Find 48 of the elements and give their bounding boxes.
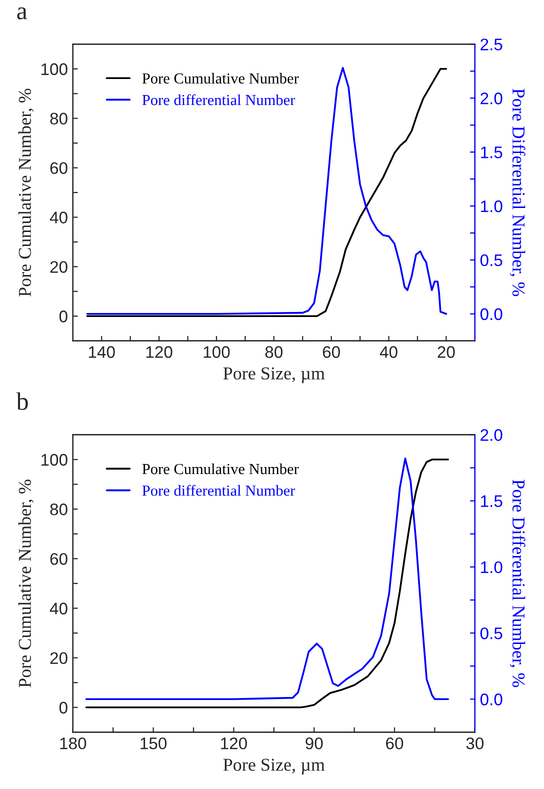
y2-tick-label: 0.5 [480, 254, 502, 266]
x-tick-label: 40 [380, 346, 398, 358]
y-tick-label: 80 [50, 504, 68, 516]
x-tick-label: 100 [204, 346, 230, 358]
x-tick-label: 120 [221, 737, 247, 750]
y2-tick-label: 2.5 [480, 38, 502, 50]
y-axis-title: Pore Cumulative Number, % [18, 480, 34, 688]
y-tick-label: 0 [59, 310, 68, 322]
y-tick-label: 100 [42, 454, 68, 466]
y-axis-title: Pore Cumulative Number, % [18, 88, 34, 296]
y-tick-label: 20 [50, 261, 68, 273]
y2-tick-label: 2.0 [480, 92, 502, 104]
y2-tick-label: 0.0 [480, 694, 502, 706]
y-tick-label: 60 [50, 553, 68, 565]
y2-tick-label: 2.0 [480, 429, 502, 441]
y-tick-label: 100 [42, 63, 68, 76]
y-tick-label: 40 [50, 212, 68, 224]
y2-tick-label: 1.0 [481, 561, 502, 574]
y2-axis-title: Pore Differential Number, % [510, 480, 526, 688]
x-tick-label: 60 [322, 346, 340, 358]
y2-tick-label: 0.5 [480, 627, 502, 640]
y2-tick-label: 1.0 [481, 200, 502, 212]
x-tick-label: 80 [265, 346, 283, 358]
y2-tick-label: 1.5 [481, 146, 502, 158]
legend-label: Pore Cumulative Number [142, 463, 299, 474]
legend-label: Pore differential Number [142, 484, 296, 496]
chart-title: b [16, 392, 28, 410]
y-tick-label: 80 [50, 112, 68, 125]
y2-tick-label: 0.0 [480, 308, 502, 320]
x-tick-label: 180 [60, 737, 86, 750]
legend-label: Pore differential Number [142, 94, 296, 106]
y-tick-label: 0 [59, 702, 68, 714]
x-tick-label: 30 [466, 737, 484, 750]
x-tick-label: 20 [438, 346, 455, 358]
y-tick-label: 40 [50, 602, 68, 614]
chart-title: a [17, 7, 28, 20]
x-tick-label: 140 [88, 346, 115, 358]
x-axis-title: Pore Size, µm [223, 367, 325, 384]
x-tick-label: 120 [146, 346, 172, 358]
x-tick-label: 150 [140, 737, 167, 750]
legend-label: Pore Cumulative Number [142, 72, 299, 84]
x-tick-label: 90 [306, 737, 323, 750]
y-tick-label: 60 [50, 162, 68, 174]
y-tick-label: 20 [50, 652, 68, 664]
y2-tick-label: 1.5 [481, 495, 502, 508]
x-axis-title: Pore Size, µm [223, 758, 325, 775]
y2-axis-title: Pore Differential Number, % [510, 88, 526, 296]
x-tick-label: 60 [386, 737, 404, 750]
